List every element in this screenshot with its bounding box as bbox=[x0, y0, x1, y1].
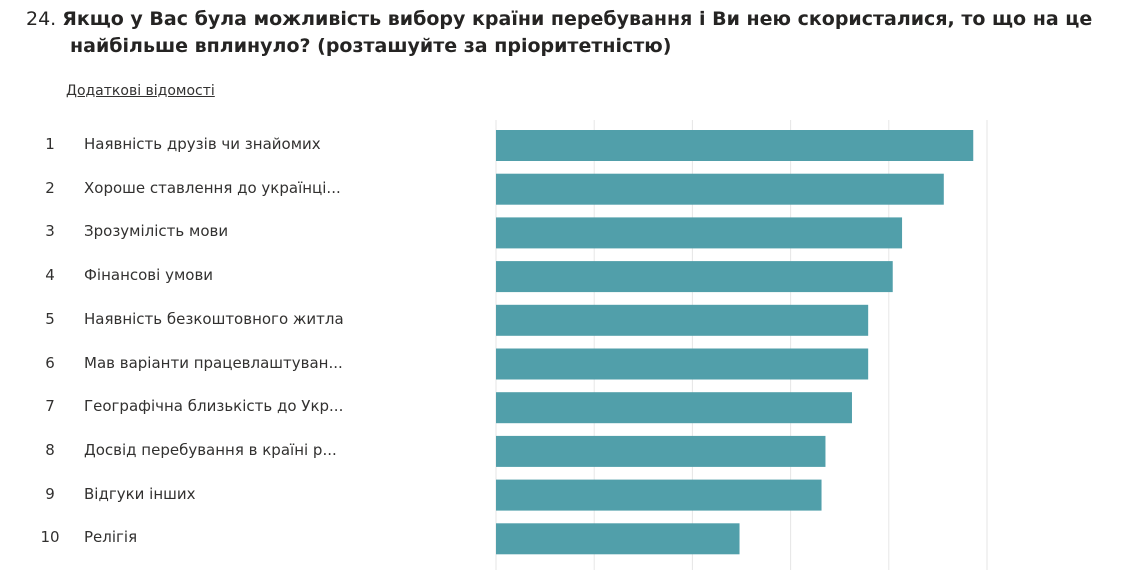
rank-number: 3 bbox=[45, 222, 55, 241]
category-label: Досвід перебування в країні р... bbox=[84, 440, 337, 459]
ranking-row: 6 Мав варіанти працевлаштуван... bbox=[0, 345, 460, 381]
ranking-row: 8 Досвід перебування в країні р... bbox=[0, 432, 460, 468]
ranking-row: 10 Релігія bbox=[0, 519, 460, 555]
category-label: Хороше ставлення до українці... bbox=[84, 178, 341, 197]
ranking-row: 9 Відгуки інших bbox=[0, 476, 460, 512]
question-number: 24. bbox=[26, 8, 57, 30]
bar[interactable] bbox=[496, 217, 903, 249]
ranking-row: 1 Наявність друзів чи знайомих bbox=[0, 126, 460, 162]
question-title: 24. Якщо у Вас була можливість вибору кра… bbox=[26, 6, 1116, 60]
rank-number: 8 bbox=[45, 440, 55, 459]
bar[interactable] bbox=[496, 523, 740, 555]
ranking-row: 3 Зрозумілість мови bbox=[0, 213, 460, 249]
rank-number: 10 bbox=[40, 528, 60, 547]
rank-number: 2 bbox=[45, 178, 55, 197]
category-label: Наявність друзів чи знайомих bbox=[84, 135, 321, 153]
bar[interactable] bbox=[496, 435, 826, 467]
category-label: Релігія bbox=[84, 528, 138, 547]
question-text-line1: Якщо у Вас була можливість вибору країни… bbox=[62, 8, 1093, 30]
rank-number: 1 bbox=[45, 135, 55, 153]
rank-number: 7 bbox=[45, 397, 55, 416]
bar[interactable] bbox=[496, 173, 944, 205]
ranking-row: 7 Географічна близькість до Укр... bbox=[0, 388, 460, 424]
bar[interactable] bbox=[496, 392, 852, 424]
category-label: Мав варіанти працевлаштуван... bbox=[84, 353, 343, 372]
bar[interactable] bbox=[496, 348, 869, 380]
ranking-row: 4 Фінансові умови bbox=[0, 257, 460, 293]
rank-number: 9 bbox=[45, 484, 55, 503]
bar[interactable] bbox=[496, 261, 893, 293]
question-text-line2: найбільше вплинуло? (розташуйте за пріор… bbox=[70, 35, 672, 57]
category-label: Наявність безкоштовного житла bbox=[84, 309, 344, 328]
category-label: Зрозумілість мови bbox=[84, 222, 229, 241]
ranking-row: 2 Хороше ставлення до українці... bbox=[0, 170, 460, 206]
additional-details-link[interactable]: Додаткові відомості bbox=[66, 83, 215, 99]
bar[interactable] bbox=[496, 479, 822, 511]
rank-number: 5 bbox=[45, 309, 55, 328]
category-label: Фінансові умови bbox=[84, 266, 214, 285]
ranking-row: 5 Наявність безкоштовного житла bbox=[0, 301, 460, 337]
ranking-bar-chart bbox=[495, 120, 988, 570]
bar[interactable] bbox=[496, 304, 869, 336]
category-label: Відгуки інших bbox=[84, 484, 196, 503]
rank-number: 4 bbox=[45, 266, 55, 285]
bar[interactable] bbox=[496, 130, 974, 161]
category-label: Географічна близькість до Укр... bbox=[84, 397, 344, 416]
rank-number: 6 bbox=[45, 353, 55, 372]
